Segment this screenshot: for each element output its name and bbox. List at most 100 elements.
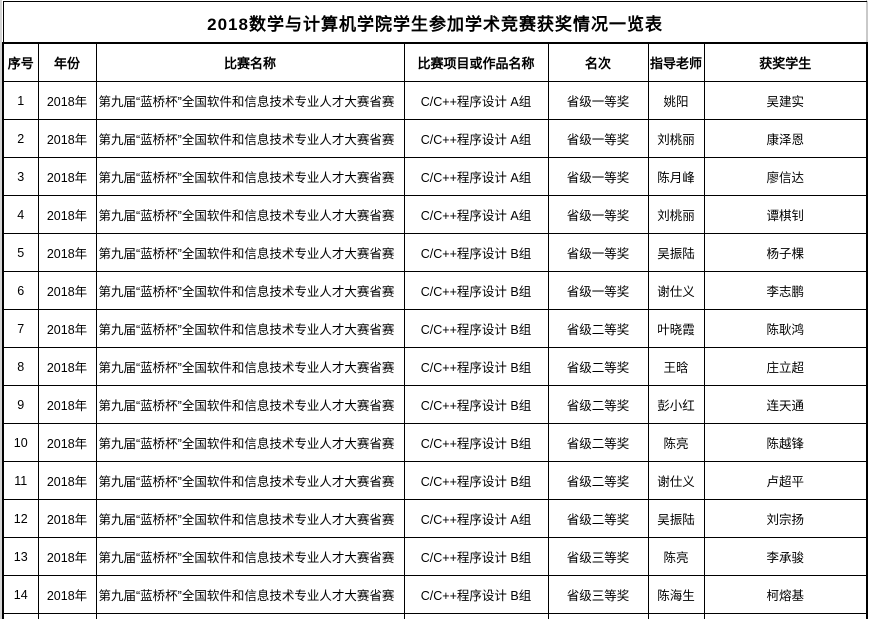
cell-rank[interactable]: 省级二等奖	[547, 309, 649, 348]
cell-event[interactable]: C/C++程序设计 A组	[403, 119, 549, 158]
cell-rank[interactable]: 省级一等奖	[547, 271, 649, 310]
cell-student[interactable]: 廖信达	[703, 157, 869, 196]
cell-competition[interactable]: 第九届“蓝桥杯”全国软件和信息技术专业人才大赛省赛	[95, 537, 405, 576]
cell-student[interactable]: 谭棋钊	[703, 195, 869, 234]
cell-event[interactable]: C/C++程序设计 B组	[403, 385, 549, 424]
cell-year[interactable]: 2018年	[37, 385, 97, 424]
column-header-rank[interactable]: 名次	[547, 42, 649, 82]
cell-event[interactable]: C/C++程序设计 B组	[403, 575, 549, 614]
cell-competition[interactable]: 第九届“蓝桥杯”全国软件和信息技术专业人才大赛省赛	[95, 575, 405, 614]
cell-student[interactable]: 刘宗扬	[703, 499, 869, 538]
cell-rank[interactable]: 省级一等奖	[547, 195, 649, 234]
cell-competition[interactable]: 第九届“蓝桥杯”全国软件和信息技术专业人才大赛省赛	[95, 499, 405, 538]
cell-competition[interactable]: 第九届“蓝桥杯”全国软件和信息技术专业人才大赛省赛	[95, 423, 405, 462]
cell-no[interactable]: 7	[2, 309, 39, 348]
cell-student[interactable]: 李志鹏	[703, 271, 869, 310]
cell-teacher[interactable]: 陈亮	[647, 423, 705, 462]
cell-year[interactable]: 2018年	[37, 271, 97, 310]
cell-event[interactable]: C/C++程序设计 B组	[403, 423, 549, 462]
cell-year[interactable]: 2018年	[37, 347, 97, 386]
cell-no[interactable]: 5	[2, 233, 39, 272]
cell-competition[interactable]: 第九届“蓝桥杯”全国软件和信息技术专业人才大赛省赛	[95, 347, 405, 386]
cell-rank[interactable]: 省级二等奖	[547, 347, 649, 386]
cell-rank[interactable]: 省级二等奖	[547, 499, 649, 538]
cell-rank[interactable]: 省级二等奖	[547, 385, 649, 424]
cell-event[interactable]	[403, 613, 549, 619]
column-header-year[interactable]: 年份	[37, 42, 97, 82]
cell-year[interactable]: 2018年	[37, 575, 97, 614]
cell-year[interactable]: 2018年	[37, 119, 97, 158]
cell-rank[interactable]: 省级二等奖	[547, 461, 649, 500]
cell-student[interactable]: 杨子棵	[703, 233, 869, 272]
cell-year[interactable]: 2018年	[37, 461, 97, 500]
cell-student[interactable]: 庄立超	[703, 347, 869, 386]
cell-no[interactable]: 1	[2, 81, 39, 120]
cell-no[interactable]: 9	[2, 385, 39, 424]
cell-competition[interactable]: 第九届“蓝桥杯”全国软件和信息技术专业人才大赛省赛	[95, 461, 405, 500]
cell-teacher[interactable]	[647, 613, 705, 619]
cell-rank[interactable]: 省级一等奖	[547, 157, 649, 196]
cell-year[interactable]: 2018年	[37, 157, 97, 196]
cell-teacher[interactable]: 陈月峰	[647, 157, 705, 196]
cell-no[interactable]: 10	[2, 423, 39, 462]
cell-competition[interactable]: 第九届“蓝桥杯”全国软件和信息技术专业人才大赛省赛	[95, 271, 405, 310]
cell-student[interactable]: 卢超平	[703, 461, 869, 500]
cell-year[interactable]	[37, 613, 97, 619]
cell-event[interactable]: C/C++程序设计 B组	[403, 347, 549, 386]
cell-year[interactable]: 2018年	[37, 309, 97, 348]
cell-no[interactable]: 14	[2, 575, 39, 614]
cell-competition[interactable]: 第九届“蓝桥杯”全国软件和信息技术专业人才大赛省赛	[95, 157, 405, 196]
cell-competition[interactable]	[95, 613, 405, 619]
cell-event[interactable]: C/C++程序设计 B组	[403, 537, 549, 576]
cell-rank[interactable]: 省级二等奖	[547, 423, 649, 462]
cell-no[interactable]	[2, 613, 39, 619]
cell-event[interactable]: C/C++程序设计 A组	[403, 499, 549, 538]
cell-teacher[interactable]: 刘桃丽	[647, 195, 705, 234]
cell-teacher[interactable]: 叶晓霞	[647, 309, 705, 348]
cell-competition[interactable]: 第九届“蓝桥杯”全国软件和信息技术专业人才大赛省赛	[95, 81, 405, 120]
cell-student[interactable]: 柯熔基	[703, 575, 869, 614]
cell-event[interactable]: C/C++程序设计 B组	[403, 271, 549, 310]
cell-competition[interactable]: 第九届“蓝桥杯”全国软件和信息技术专业人才大赛省赛	[95, 119, 405, 158]
cell-teacher[interactable]: 彭小红	[647, 385, 705, 424]
cell-event[interactable]: C/C++程序设计 B组	[403, 309, 549, 348]
cell-no[interactable]: 6	[2, 271, 39, 310]
cell-year[interactable]: 2018年	[37, 195, 97, 234]
cell-no[interactable]: 4	[2, 195, 39, 234]
cell-event[interactable]: C/C++程序设计 A组	[403, 81, 549, 120]
cell-teacher[interactable]: 谢仕义	[647, 271, 705, 310]
cell-year[interactable]: 2018年	[37, 81, 97, 120]
cell-student[interactable]: 康泽恩	[703, 119, 869, 158]
cell-year[interactable]: 2018年	[37, 499, 97, 538]
cell-teacher[interactable]: 陈亮	[647, 537, 705, 576]
cell-teacher[interactable]: 谢仕义	[647, 461, 705, 500]
column-header-competition[interactable]: 比赛名称	[95, 42, 405, 82]
cell-year[interactable]: 2018年	[37, 233, 97, 272]
cell-rank[interactable]	[547, 613, 649, 619]
cell-teacher[interactable]: 刘桃丽	[647, 119, 705, 158]
cell-no[interactable]: 12	[2, 499, 39, 538]
cell-student[interactable]: 吴建实	[703, 81, 869, 120]
cell-no[interactable]: 13	[2, 537, 39, 576]
cell-student[interactable]: 连天通	[703, 385, 869, 424]
cell-rank[interactable]: 省级三等奖	[547, 537, 649, 576]
cell-teacher[interactable]: 陈海生	[647, 575, 705, 614]
cell-competition[interactable]: 第九届“蓝桥杯”全国软件和信息技术专业人才大赛省赛	[95, 233, 405, 272]
cell-no[interactable]: 2	[2, 119, 39, 158]
cell-teacher[interactable]: 吴振陆	[647, 233, 705, 272]
cell-competition[interactable]: 第九届“蓝桥杯”全国软件和信息技术专业人才大赛省赛	[95, 309, 405, 348]
cell-event[interactable]: C/C++程序设计 B组	[403, 233, 549, 272]
cell-competition[interactable]: 第九届“蓝桥杯”全国软件和信息技术专业人才大赛省赛	[95, 385, 405, 424]
cell-student[interactable]: 李承骏	[703, 537, 869, 576]
cell-no[interactable]: 11	[2, 461, 39, 500]
cell-teacher[interactable]: 吴振陆	[647, 499, 705, 538]
column-header-no[interactable]: 序号	[2, 42, 39, 82]
cell-competition[interactable]: 第九届“蓝桥杯”全国软件和信息技术专业人才大赛省赛	[95, 195, 405, 234]
cell-teacher[interactable]: 姚阳	[647, 81, 705, 120]
cell-rank[interactable]: 省级一等奖	[547, 233, 649, 272]
cell-rank[interactable]: 省级一等奖	[547, 81, 649, 120]
column-header-teacher[interactable]: 指导老师	[647, 42, 705, 82]
cell-event[interactable]: C/C++程序设计 A组	[403, 195, 549, 234]
cell-event[interactable]: C/C++程序设计 B组	[403, 461, 549, 500]
table-title[interactable]: 2018数学与计算机学院学生参加学术竞赛获奖情况一览表	[2, 1, 868, 44]
